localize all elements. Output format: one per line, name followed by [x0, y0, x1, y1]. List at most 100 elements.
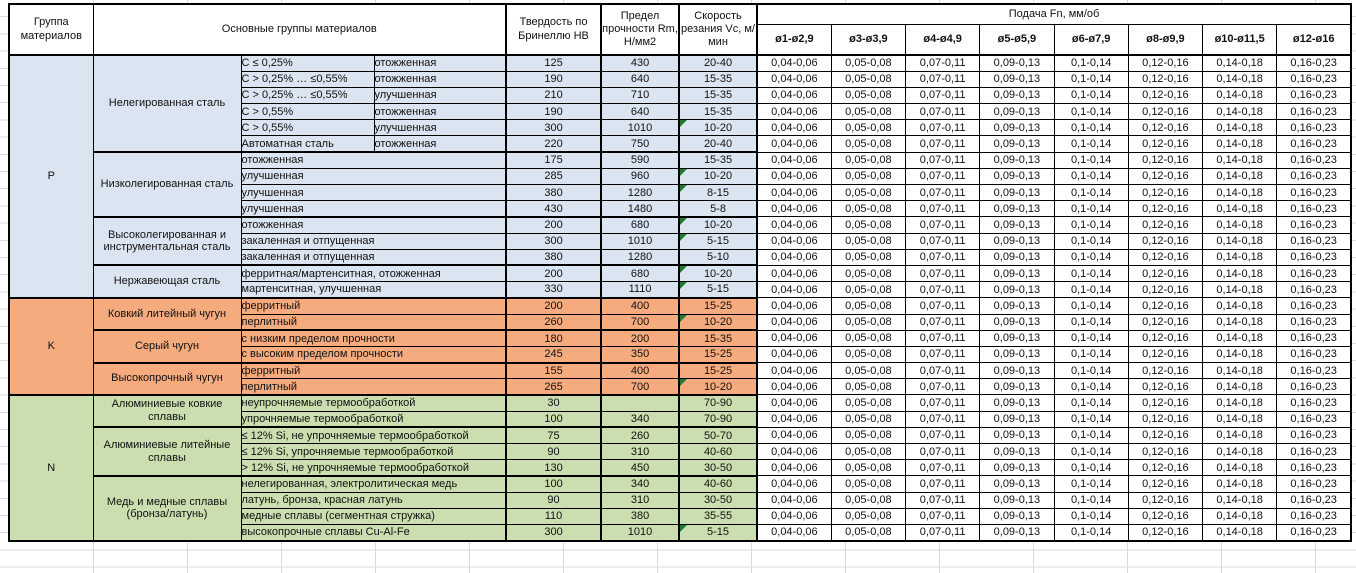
feed-cell[interactable]: 0,04-0,06: [756, 135, 832, 153]
feed-cell[interactable]: 0,05-0,08: [830, 70, 907, 88]
feed-cell[interactable]: 0,14-0,18: [1202, 475, 1278, 493]
feed-cell[interactable]: 0,14-0,18: [1202, 167, 1278, 186]
feed-cell[interactable]: 0,04-0,06: [756, 54, 832, 72]
hardness-cell[interactable]: 190: [505, 70, 602, 88]
feed-cell[interactable]: 0,16-0,23: [1276, 394, 1352, 412]
feed-cell[interactable]: 0,16-0,23: [1276, 119, 1352, 137]
feed-cell[interactable]: 0,16-0,23: [1276, 216, 1352, 234]
material-cell[interactable]: C ≤ 0,25%: [240, 53, 375, 72]
strength-cell[interactable]: 1010: [600, 232, 680, 250]
feed-cell[interactable]: 0,16-0,23: [1276, 167, 1352, 186]
group-letter-cell[interactable]: N: [8, 393, 94, 542]
feed-cell[interactable]: 0,05-0,08: [830, 119, 907, 137]
feed-cell[interactable]: 0,14-0,18: [1202, 297, 1278, 315]
hardness-cell[interactable]: 300: [505, 232, 602, 250]
feed-cell[interactable]: 0,14-0,18: [1202, 54, 1278, 72]
feed-cell[interactable]: 0,1-0,14: [1053, 281, 1129, 299]
feed-cell[interactable]: 0,04-0,06: [756, 507, 832, 525]
strength-cell[interactable]: 340: [600, 474, 680, 493]
feed-cell[interactable]: 0,07-0,11: [905, 475, 981, 493]
material-state-cell[interactable]: отожженная: [373, 103, 507, 121]
feed-cell[interactable]: 0,07-0,11: [905, 442, 981, 461]
feed-cell[interactable]: 0,09-0,13: [979, 119, 1055, 137]
feed-cell[interactable]: 0,07-0,11: [905, 313, 981, 331]
feed-cell[interactable]: 0,05-0,08: [830, 281, 907, 299]
hardness-cell[interactable]: 260: [505, 313, 602, 331]
feed-cell[interactable]: 0,07-0,11: [905, 135, 981, 153]
feed-cell[interactable]: 0,09-0,13: [979, 362, 1055, 380]
feed-cell[interactable]: 0,12-0,16: [1127, 232, 1204, 250]
feed-cell[interactable]: 0,05-0,08: [830, 216, 907, 234]
material-cell[interactable]: с низким пределом прочности: [240, 329, 507, 347]
feed-cell[interactable]: 0,07-0,11: [905, 507, 981, 525]
feed-cell[interactable]: 0,12-0,16: [1127, 442, 1204, 461]
feed-cell[interactable]: 0,12-0,16: [1127, 491, 1204, 509]
feed-cell[interactable]: 0,12-0,16: [1127, 167, 1204, 186]
feed-cell[interactable]: 0,07-0,11: [905, 216, 981, 234]
feed-cell[interactable]: 0,16-0,23: [1276, 507, 1352, 525]
feed-cell[interactable]: 0,05-0,08: [830, 248, 907, 266]
material-cell[interactable]: C > 0,55%: [240, 103, 375, 121]
feed-cell[interactable]: 0,12-0,16: [1127, 183, 1204, 202]
feed-cell[interactable]: 0,12-0,16: [1127, 523, 1204, 542]
header-feed-diameter-col[interactable]: ø4-ø4,9: [905, 23, 981, 56]
feed-cell[interactable]: 0,1-0,14: [1053, 426, 1129, 445]
cutting-speed-cell[interactable]: 8-15: [678, 183, 758, 202]
feed-cell[interactable]: 0,16-0,23: [1276, 426, 1352, 445]
hardness-cell[interactable]: 200: [505, 296, 602, 315]
feed-cell[interactable]: 0,14-0,18: [1202, 394, 1278, 412]
feed-cell[interactable]: 0,04-0,06: [756, 200, 832, 218]
cutting-speed-cell[interactable]: 10-20: [678, 119, 758, 137]
material-cell[interactable]: перлитный: [240, 378, 507, 396]
material-cell[interactable]: улучшенная: [240, 183, 507, 202]
feed-cell[interactable]: 0,07-0,11: [905, 264, 981, 283]
feed-cell[interactable]: 0,1-0,14: [1053, 345, 1129, 364]
feed-cell[interactable]: 0,1-0,14: [1053, 183, 1129, 202]
hardness-cell[interactable]: 110: [505, 507, 602, 525]
feed-cell[interactable]: 0,05-0,08: [830, 200, 907, 218]
feed-cell[interactable]: 0,07-0,11: [905, 119, 981, 137]
header-feed-diameter-col[interactable]: ø8-ø9,9: [1127, 23, 1204, 56]
feed-cell[interactable]: 0,16-0,23: [1276, 297, 1352, 315]
feed-cell[interactable]: 0,05-0,08: [830, 442, 907, 461]
strength-cell[interactable]: 590: [600, 151, 680, 169]
feed-cell[interactable]: 0,07-0,11: [905, 410, 981, 428]
cutting-speed-cell[interactable]: 15-35: [678, 329, 758, 347]
feed-cell[interactable]: 0,12-0,16: [1127, 426, 1204, 445]
feed-cell[interactable]: 0,09-0,13: [979, 491, 1055, 509]
feed-cell[interactable]: 0,07-0,11: [905, 378, 981, 396]
feed-cell[interactable]: 0,04-0,06: [756, 167, 832, 186]
hardness-cell[interactable]: 380: [505, 248, 602, 266]
feed-cell[interactable]: 0,1-0,14: [1053, 378, 1129, 396]
strength-cell[interactable]: 640: [600, 70, 680, 88]
hardness-cell[interactable]: 330: [505, 281, 602, 299]
feed-cell[interactable]: 0,07-0,11: [905, 183, 981, 202]
feed-cell[interactable]: 0,1-0,14: [1053, 86, 1129, 105]
cutting-speed-cell[interactable]: 70-90: [678, 410, 758, 428]
feed-cell[interactable]: 0,16-0,23: [1276, 362, 1352, 380]
feed-cell[interactable]: 0,07-0,11: [905, 70, 981, 88]
feed-cell[interactable]: 0,16-0,23: [1276, 86, 1352, 105]
strength-cell[interactable]: 350: [600, 345, 680, 364]
feed-cell[interactable]: 0,14-0,18: [1202, 523, 1278, 542]
feed-cell[interactable]: 0,04-0,06: [756, 216, 832, 234]
cutting-speed-cell[interactable]: 30-50: [678, 491, 758, 509]
material-cell[interactable]: высокопрочные сплавы Cu-Al-Fe: [240, 523, 507, 542]
strength-cell[interactable]: 450: [600, 459, 680, 477]
strength-cell[interactable]: 1010: [600, 523, 680, 542]
strength-cell[interactable]: 380: [600, 507, 680, 525]
material-group-cell[interactable]: Ковкий литейный чугун: [92, 296, 242, 331]
cutting-speed-cell[interactable]: 35-55: [678, 507, 758, 525]
material-cell[interactable]: Автоматная сталь: [240, 135, 375, 153]
feed-cell[interactable]: 0,09-0,13: [979, 135, 1055, 153]
feed-cell[interactable]: 0,1-0,14: [1053, 297, 1129, 315]
feed-cell[interactable]: 0,12-0,16: [1127, 135, 1204, 153]
feed-cell[interactable]: 0,14-0,18: [1202, 200, 1278, 218]
cutting-speed-cell[interactable]: 40-60: [678, 474, 758, 493]
feed-cell[interactable]: 0,14-0,18: [1202, 70, 1278, 88]
strength-cell[interactable]: 1280: [600, 183, 680, 202]
strength-cell[interactable]: 200: [600, 329, 680, 347]
feed-cell[interactable]: 0,1-0,14: [1053, 410, 1129, 428]
feed-cell[interactable]: 0,12-0,16: [1127, 313, 1204, 331]
header-feed-diameter-col[interactable]: ø5-ø5,9: [979, 23, 1055, 56]
